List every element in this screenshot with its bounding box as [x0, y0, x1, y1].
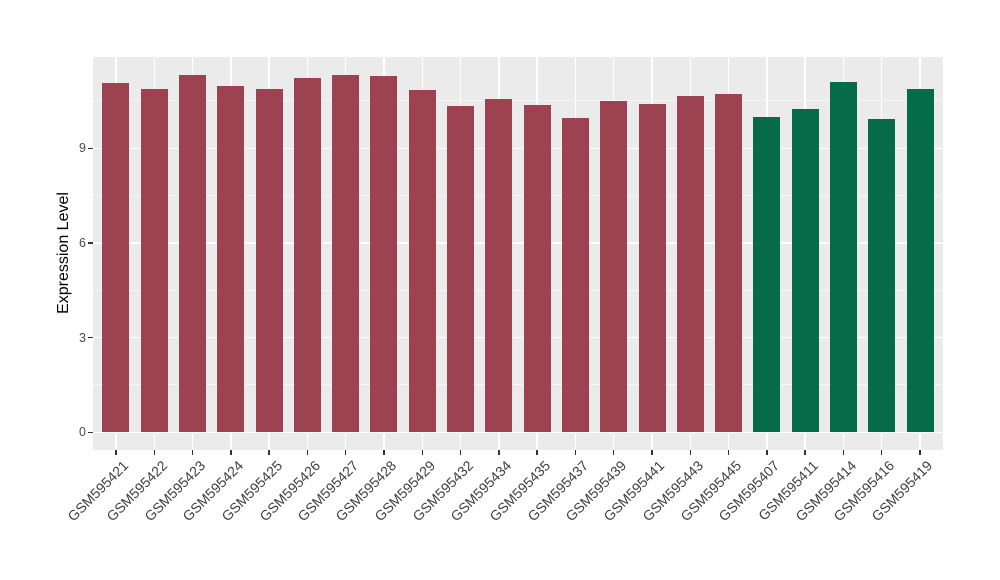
plot-panel [93, 57, 943, 450]
bar-GSM595445[interactable] [715, 93, 743, 433]
bar-GSM595422[interactable] [140, 88, 168, 433]
x-axis-tick [574, 450, 577, 455]
y-tick-label: 0 [79, 425, 86, 440]
y-gridline-major [93, 431, 943, 434]
bar-GSM595435[interactable] [523, 104, 551, 433]
bar-GSM595441[interactable] [638, 103, 666, 433]
y-axis-tick [88, 147, 93, 150]
bar-GSM595437[interactable] [561, 117, 589, 433]
bar-GSM595439[interactable] [600, 100, 628, 433]
bar-GSM595425[interactable] [255, 88, 283, 433]
x-axis-tick [191, 450, 194, 455]
x-axis-tick [689, 450, 692, 455]
bar-GSM595428[interactable] [370, 75, 398, 433]
x-axis-tick [919, 450, 921, 455]
x-axis-tick [153, 450, 155, 455]
y-gridline-major [93, 242, 943, 244]
bar-GSM595427[interactable] [332, 74, 360, 433]
bar-GSM595434[interactable] [485, 99, 513, 433]
x-axis-tick [651, 450, 653, 455]
x-axis-tick [842, 450, 845, 455]
x-axis-tick [115, 450, 117, 455]
y-gridline-major [93, 336, 943, 339]
bar-GSM595424[interactable] [217, 86, 245, 433]
x-axis-tick [344, 450, 347, 455]
x-axis-tick [804, 450, 806, 455]
y-tick-label: 3 [79, 330, 86, 345]
bar-GSM595411[interactable] [791, 109, 819, 433]
bar-GSM595414[interactable] [829, 82, 857, 433]
bar-GSM595421[interactable] [102, 82, 130, 433]
x-axis-tick [268, 450, 270, 455]
x-axis-tick [498, 450, 500, 455]
bar-GSM595443[interactable] [676, 95, 704, 433]
x-axis-tick [766, 450, 768, 455]
y-gridline-minor [93, 384, 943, 386]
x-axis-tick [880, 450, 883, 455]
x-axis-tick [306, 450, 309, 455]
bar-GSM595416[interactable] [868, 118, 896, 433]
y-gridline-minor [93, 289, 943, 291]
x-axis-tick [459, 450, 462, 455]
y-gridline-minor [93, 195, 943, 197]
y-gridline-minor [93, 100, 943, 102]
bar-GSM595432[interactable] [447, 106, 475, 433]
y-gridline-major [93, 147, 943, 150]
bar-GSM595429[interactable] [408, 89, 436, 433]
x-axis-tick [230, 450, 232, 455]
x-axis-tick [536, 450, 538, 455]
y-tick-label: 9 [79, 141, 86, 156]
bar-GSM595419[interactable] [906, 89, 934, 433]
x-axis-tick [383, 450, 385, 455]
bar-GSM595423[interactable] [179, 75, 207, 433]
y-axis-tick [88, 242, 93, 244]
x-axis-tick [612, 450, 615, 455]
bar-GSM595407[interactable] [753, 117, 781, 433]
bar-GSM595426[interactable] [293, 78, 321, 433]
x-axis-tick [727, 450, 730, 455]
y-tick-label: 6 [79, 235, 86, 250]
y-axis-tick [88, 431, 93, 434]
x-axis-tick [421, 450, 424, 455]
y-axis-tick [88, 336, 93, 339]
